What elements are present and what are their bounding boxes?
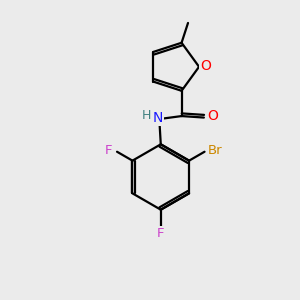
- Text: O: O: [207, 109, 218, 123]
- Text: H: H: [142, 109, 152, 122]
- Text: F: F: [104, 144, 112, 157]
- Text: F: F: [157, 227, 164, 240]
- Text: Br: Br: [208, 144, 222, 157]
- Text: O: O: [200, 59, 211, 73]
- Text: N: N: [153, 111, 163, 125]
